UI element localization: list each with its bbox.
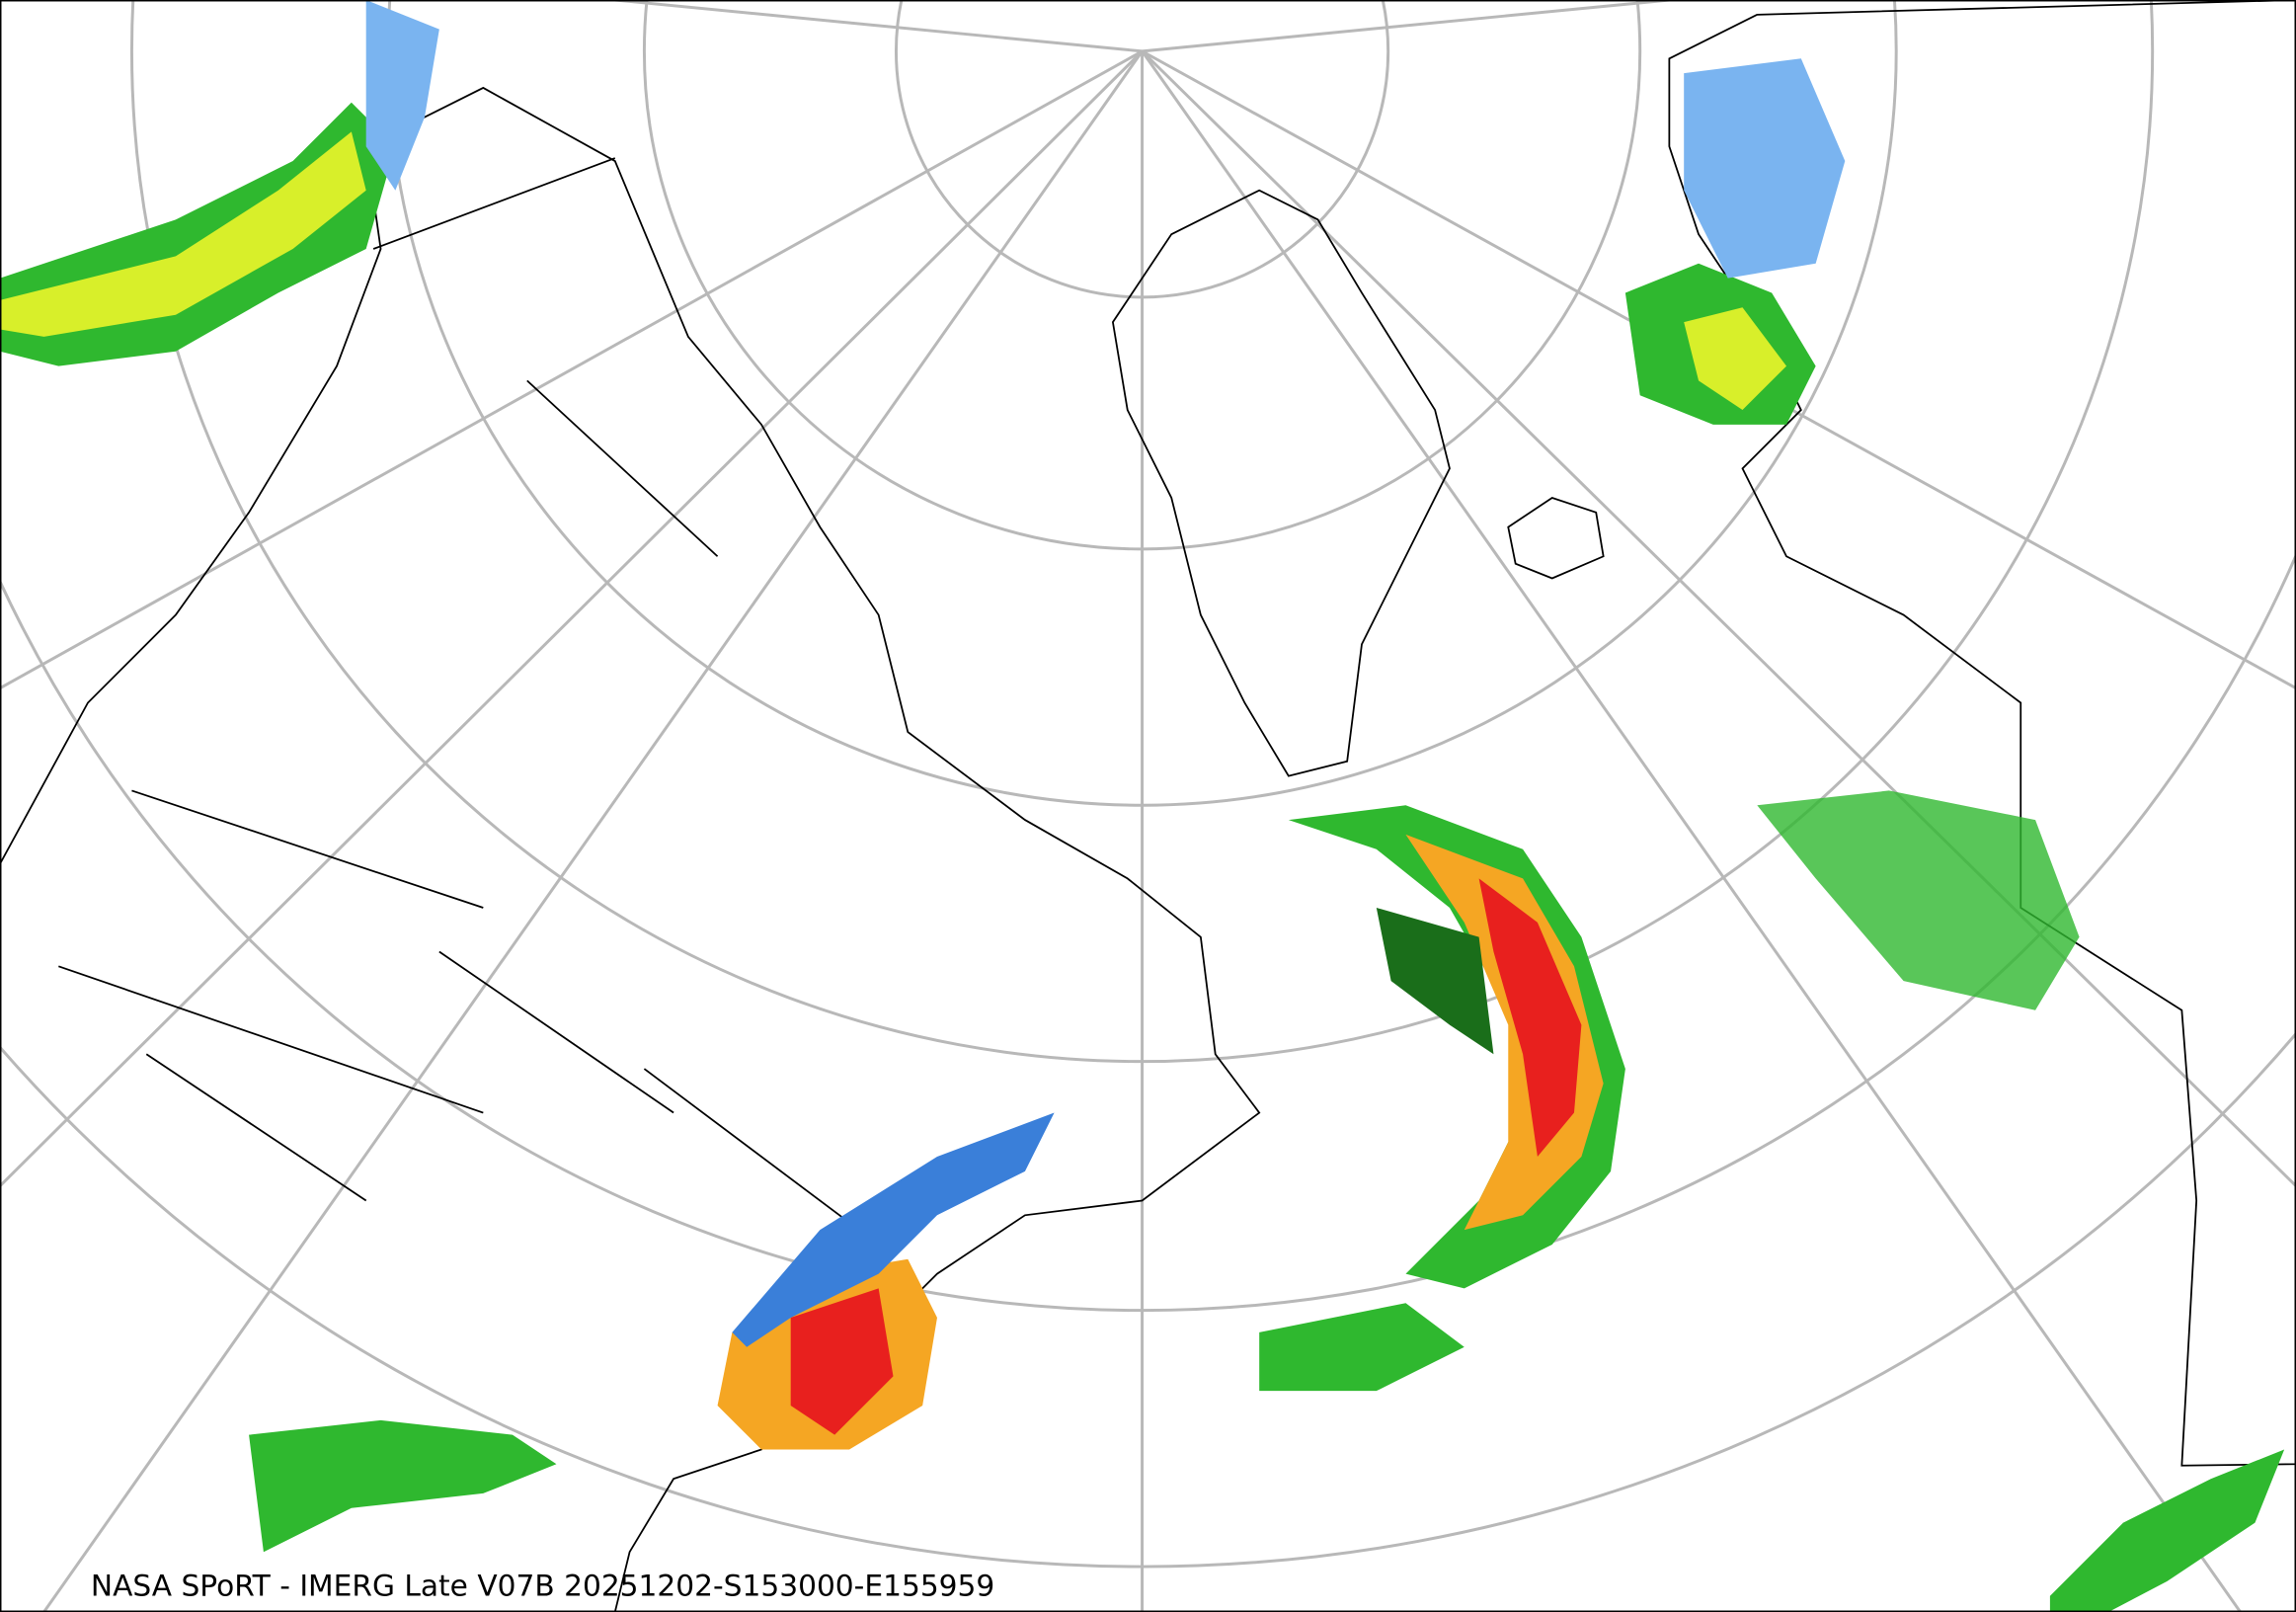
precip-intense bbox=[1478, 878, 1582, 1158]
precip-light bbox=[249, 1419, 557, 1553]
borders bbox=[58, 157, 880, 1246]
iceland bbox=[1507, 496, 1605, 580]
precip-light bbox=[2049, 1449, 2285, 1612]
meridian bbox=[0, 49, 1144, 689]
meridian bbox=[1141, 50, 2242, 1612]
precip-moderate bbox=[1684, 307, 1786, 411]
precip-snow bbox=[1684, 58, 1846, 279]
precip-snow bbox=[732, 1112, 1055, 1347]
meridian bbox=[1141, 49, 2296, 1187]
precip-light bbox=[1376, 908, 1494, 1055]
meridian bbox=[1142, 0, 1670, 53]
map-caption: NASA SPoRT - IMERG Late V07B 20251202-S1… bbox=[91, 1569, 994, 1603]
greenland bbox=[1111, 189, 1451, 777]
meridian bbox=[0, 49, 1144, 1187]
precip-snow bbox=[365, 0, 439, 191]
precip-light bbox=[1757, 790, 2080, 1010]
meridian bbox=[42, 50, 1144, 1612]
precip-intense bbox=[790, 1288, 894, 1435]
north-america bbox=[0, 86, 1261, 1612]
precip-light bbox=[1259, 1303, 1465, 1392]
precip-moderate bbox=[0, 131, 366, 337]
meridian bbox=[614, 0, 1143, 53]
